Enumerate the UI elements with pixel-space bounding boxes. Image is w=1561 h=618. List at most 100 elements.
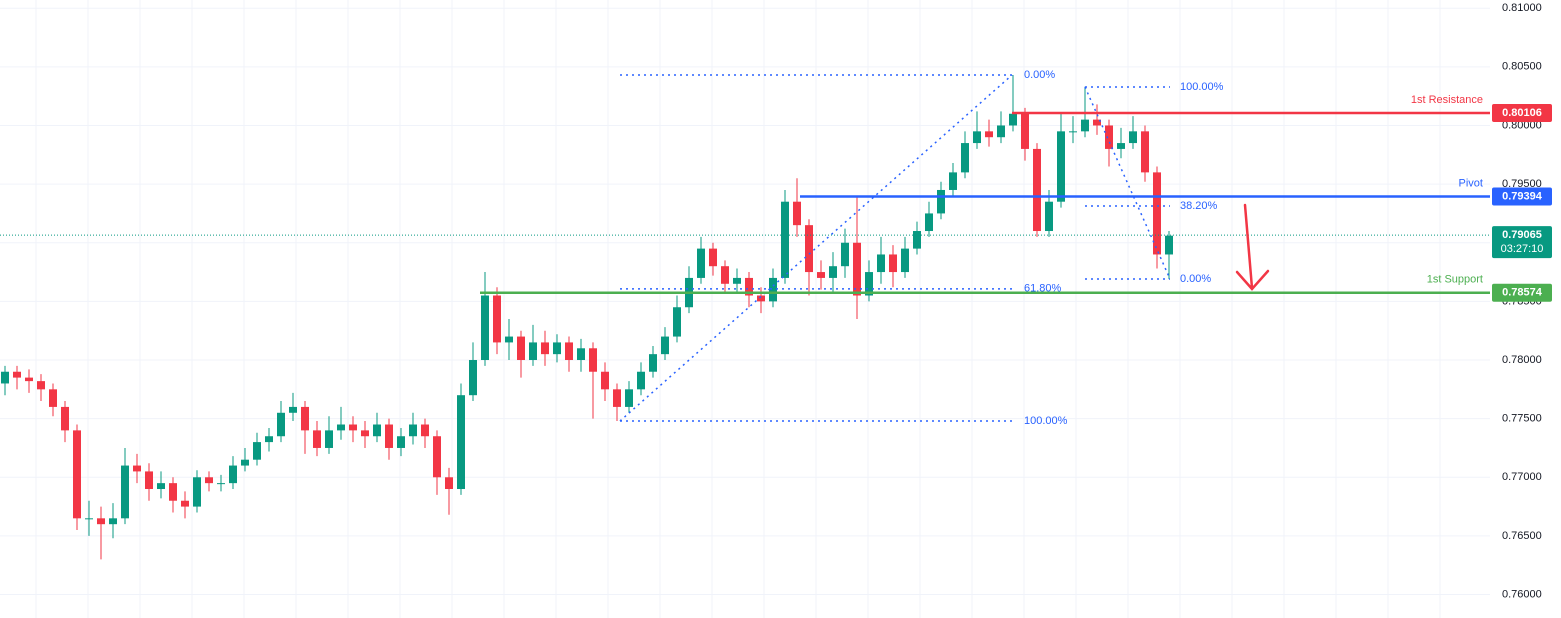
- y-tick-label: 0.80500: [1502, 61, 1542, 73]
- candle-body: [241, 459, 249, 466]
- candle-body: [1, 371, 9, 384]
- candle-body: [313, 430, 321, 448]
- candle-body: [877, 254, 885, 273]
- candle-body: [61, 406, 69, 431]
- candle-body: [889, 254, 897, 273]
- candle-body: [289, 406, 297, 413]
- arrow-head: [1235, 269, 1270, 291]
- candle-body: [445, 477, 453, 490]
- candle-body: [397, 436, 405, 448]
- candle-body: [1021, 113, 1029, 149]
- level-price: 0.79394: [1502, 190, 1543, 202]
- candle-body: [529, 342, 537, 361]
- candle-body: [181, 500, 189, 507]
- candle-body: [409, 424, 417, 437]
- candle-body: [517, 336, 525, 361]
- candle-body: [697, 248, 705, 278]
- candle-body: [1009, 113, 1017, 126]
- candle-body: [1165, 235, 1173, 255]
- fib-label: 100.00%: [1024, 415, 1068, 427]
- candle-body: [193, 477, 201, 507]
- candle-body: [13, 371, 21, 378]
- y-tick-label: 0.78000: [1502, 354, 1542, 366]
- candle-body: [961, 143, 969, 173]
- level-badge: [1492, 187, 1552, 206]
- fib-trend: [1084, 86, 1171, 280]
- candle-body: [913, 231, 921, 249]
- candle-body: [565, 342, 573, 361]
- fib-label: 100.00%: [1180, 81, 1224, 93]
- candle-body: [109, 518, 117, 525]
- current-price: 0.79065: [1502, 229, 1542, 241]
- fib-label: 0.00%: [1180, 273, 1211, 285]
- candle-body: [601, 371, 609, 390]
- y-tick-label: 0.81000: [1502, 2, 1542, 14]
- candle-body: [1093, 119, 1101, 126]
- candle-body: [1045, 201, 1053, 232]
- fib-label: 0.00%: [1024, 69, 1055, 81]
- candle-body: [97, 518, 105, 525]
- candle-body: [433, 436, 441, 478]
- y-tick-label: 0.80000: [1502, 119, 1542, 131]
- level-price: 0.80106: [1502, 107, 1542, 119]
- candle-body: [949, 172, 957, 190]
- candle-body: [49, 389, 57, 407]
- level-name: Pivot: [1459, 177, 1483, 189]
- candle-body: [253, 442, 261, 460]
- candle-body: [25, 377, 33, 382]
- candle-body: [121, 465, 129, 519]
- candle-body: [169, 483, 177, 501]
- candle-body: [337, 424, 345, 431]
- candle-body: [769, 277, 777, 302]
- y-tick-label: 0.77500: [1502, 413, 1542, 425]
- candle-body: [985, 131, 993, 138]
- candle-body: [277, 412, 285, 437]
- candle-body: [661, 336, 669, 355]
- candle-body: [1117, 143, 1125, 149]
- candle-body: [673, 307, 681, 337]
- candle-body: [1105, 125, 1113, 149]
- candle-body: [469, 360, 477, 396]
- candle-body: [541, 342, 549, 355]
- candle-body: [37, 381, 45, 390]
- candle-body: [613, 389, 621, 407]
- candle-body: [589, 348, 597, 372]
- candle-body: [145, 471, 153, 490]
- candle-body: [361, 430, 369, 437]
- candle-body: [133, 465, 141, 472]
- candle-body: [865, 272, 873, 296]
- candle-body: [709, 248, 717, 267]
- candle-body: [925, 213, 933, 232]
- candle-body: [265, 436, 273, 443]
- candle-body: [637, 371, 645, 390]
- candle-body: [973, 131, 981, 144]
- candle-body: [373, 424, 381, 437]
- y-tick-label: 0.76500: [1502, 530, 1542, 542]
- candle-body: [421, 424, 429, 437]
- candle-body: [73, 430, 81, 519]
- level-badge: [1492, 104, 1552, 123]
- candle-body: [1153, 172, 1161, 255]
- y-tick-label: 0.77000: [1502, 471, 1542, 483]
- countdown: 03:27:10: [1501, 243, 1544, 255]
- candle-body: [805, 225, 813, 273]
- y-tick-label: 0.76000: [1502, 588, 1542, 600]
- candle-body: [325, 430, 333, 448]
- candle-body: [721, 266, 729, 284]
- level-name: 1st Resistance: [1411, 94, 1483, 106]
- current-badge: [1492, 226, 1552, 259]
- level-price: 0.78574: [1502, 287, 1543, 299]
- candle-body: [937, 189, 945, 214]
- y-tick-label: 0.79500: [1502, 178, 1542, 190]
- candle-body: [649, 354, 657, 372]
- candle-body: [493, 295, 501, 343]
- candle-body: [1081, 119, 1089, 132]
- candle-body: [505, 336, 513, 343]
- candle-body: [793, 201, 801, 226]
- candle-body: [577, 348, 585, 361]
- grid: [0, 0, 1490, 618]
- candle-body: [301, 406, 309, 431]
- candle-body: [229, 465, 237, 484]
